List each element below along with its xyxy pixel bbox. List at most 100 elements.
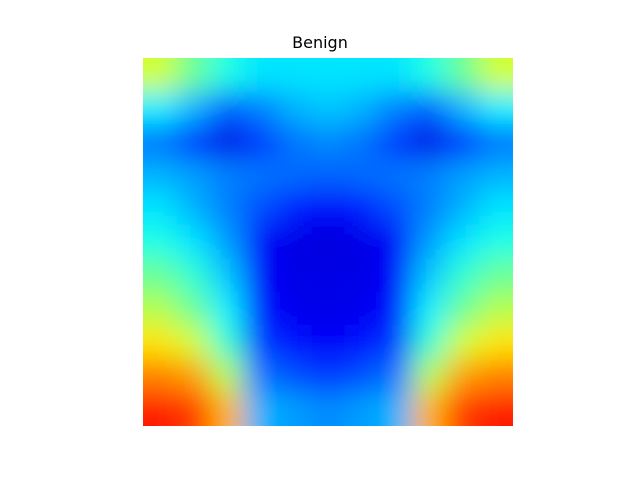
heatmap-cell	[412, 58, 447, 93]
heatmap-cell	[344, 392, 380, 426]
heatmap-cells	[143, 58, 513, 426]
heatmap-cell	[210, 325, 245, 360]
heatmap-cell	[176, 359, 211, 394]
heatmap-cell	[243, 158, 279, 193]
heatmap-cell	[176, 58, 211, 93]
heatmap-cell	[378, 124, 413, 159]
heatmap-cell	[378, 58, 413, 93]
heatmap-cell	[445, 124, 480, 159]
heatmap-cell	[445, 359, 480, 394]
heatmap-cell	[277, 158, 312, 193]
heatmap-cell	[143, 292, 178, 327]
heatmap-cell	[479, 392, 513, 426]
heatmap-cell	[277, 392, 312, 426]
heatmap-cell	[210, 225, 245, 260]
heatmap-cell	[445, 225, 480, 260]
heatmap-cell	[445, 91, 480, 126]
heatmap-cell	[479, 124, 513, 159]
heatmap-cell	[344, 91, 380, 126]
heatmap-cell	[479, 225, 513, 260]
heatmap-cell	[210, 292, 245, 327]
heatmap-cell	[344, 359, 380, 394]
heatmap-cell	[412, 124, 447, 159]
heatmap-cell	[176, 91, 211, 126]
heatmap-cell	[378, 292, 413, 327]
heatmap-cell	[479, 325, 513, 360]
heatmap-cell	[479, 359, 513, 394]
heatmap-cell	[311, 225, 346, 260]
heatmap-cell	[143, 359, 178, 394]
heatmap-cell	[412, 91, 447, 126]
heatmap-cell	[445, 392, 480, 426]
heatmap-cell	[479, 292, 513, 327]
heatmap-cell	[176, 124, 211, 159]
heatmap-cell	[210, 359, 245, 394]
heatmap-cell	[210, 124, 245, 159]
heatmap-cell	[344, 292, 380, 327]
heatmap-cell	[143, 258, 178, 293]
heatmap-cell	[210, 392, 245, 426]
heatmap-cell	[311, 392, 346, 426]
heatmap-cell	[445, 325, 480, 360]
heatmap-cell	[210, 191, 245, 226]
heatmap-cell	[277, 359, 312, 394]
heatmap-cell	[344, 225, 380, 260]
heatmap-cell	[412, 325, 447, 360]
heatmap-cell	[378, 392, 413, 426]
heatmap-cell	[378, 191, 413, 226]
heatmap-cell	[378, 91, 413, 126]
heatmap-cell	[210, 91, 245, 126]
heatmap-cell	[277, 325, 312, 360]
heatmap-cell	[311, 91, 346, 126]
heatmap-cell	[344, 258, 380, 293]
heatmap-cell	[378, 325, 413, 360]
heatmap-cell	[479, 58, 513, 93]
heatmap-cell	[243, 292, 279, 327]
heatmap-cell	[412, 225, 447, 260]
heatmap-cell	[311, 325, 346, 360]
heatmap-cell	[445, 58, 480, 93]
heatmap-cell	[344, 124, 380, 159]
heatmap-cell	[243, 258, 279, 293]
heatmap-cell	[277, 225, 312, 260]
heatmap-cell	[176, 392, 211, 426]
heatmap-cell	[143, 124, 178, 159]
heatmap-cell	[378, 158, 413, 193]
heatmap-cell	[344, 158, 380, 193]
heatmap-cell	[378, 225, 413, 260]
heatmap-cell	[344, 58, 380, 93]
heatmap-cell	[277, 191, 312, 226]
heatmap-cell	[311, 191, 346, 226]
heatmap-cell	[412, 258, 447, 293]
heatmap-cell	[311, 158, 346, 193]
heatmap-cell	[479, 258, 513, 293]
heatmap-cell	[277, 91, 312, 126]
heatmap-cell	[277, 292, 312, 327]
heatmap-cell	[479, 91, 513, 126]
heatmap-cell	[311, 292, 346, 327]
heatmap-cell	[479, 191, 513, 226]
heatmap-cell	[210, 58, 245, 93]
heatmap-cell	[412, 191, 447, 226]
heatmap-cell	[243, 359, 279, 394]
heatmap-cell	[143, 225, 178, 260]
heatmap-cell	[243, 225, 279, 260]
heatmap-cell	[445, 292, 480, 327]
heatmap-cell	[412, 158, 447, 193]
heatmap-cell	[243, 325, 279, 360]
heatmap-cell	[445, 158, 480, 193]
heatmap-area	[143, 58, 513, 426]
heatmap-cell	[412, 392, 447, 426]
heatmap-cell	[143, 392, 178, 426]
heatmap-cell	[311, 58, 346, 93]
heatmap-cell	[243, 124, 279, 159]
heatmap-cell	[344, 191, 380, 226]
heatmap-cell	[277, 258, 312, 293]
heatmap-cell	[277, 124, 312, 159]
heatmap-cell	[445, 191, 480, 226]
heatmap-cell	[243, 392, 279, 426]
heatmap-cell	[210, 258, 245, 293]
heatmap-cell	[143, 58, 178, 93]
heatmap-cell	[243, 58, 279, 93]
